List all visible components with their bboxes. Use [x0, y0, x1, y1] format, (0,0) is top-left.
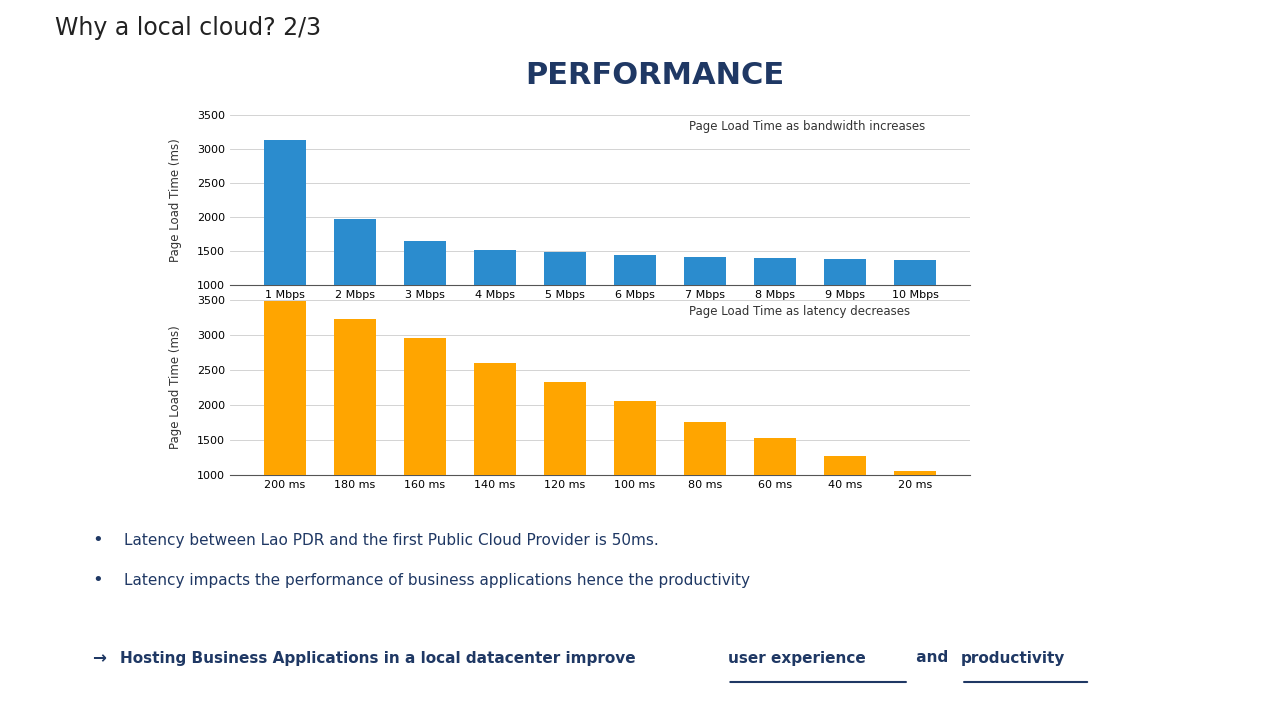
Text: and: and [911, 650, 954, 665]
Bar [895, 471, 937, 545]
Text: user experience: user experience [727, 650, 865, 665]
Text: •: • [92, 531, 104, 549]
Bar [684, 257, 726, 353]
Bar [544, 382, 586, 545]
Text: →: → [92, 649, 106, 667]
Text: Page Load Time (ms): Page Load Time (ms) [169, 325, 182, 449]
Text: Hosting Business Applications in a local datacenter improve: Hosting Business Applications in a local… [120, 650, 641, 665]
Text: Page Load Time (ms): Page Load Time (ms) [169, 138, 182, 262]
Bar [264, 302, 306, 545]
Text: PERFORMANCE: PERFORMANCE [525, 61, 785, 91]
Bar [824, 456, 867, 545]
Bar [614, 255, 657, 353]
Bar [754, 258, 796, 353]
Bar [684, 422, 726, 545]
Text: •: • [92, 571, 104, 589]
Bar [264, 140, 306, 353]
Bar [824, 259, 867, 353]
Text: Latency between Lao PDR and the first Public Cloud Provider is 50ms.: Latency between Lao PDR and the first Pu… [124, 533, 658, 547]
Text: Why a local cloud? 2/3: Why a local cloud? 2/3 [55, 16, 321, 40]
Bar [334, 219, 376, 353]
Bar [474, 363, 516, 545]
Text: productivity: productivity [961, 650, 1066, 665]
Bar [474, 250, 516, 353]
Bar [544, 253, 586, 353]
Bar [334, 319, 376, 545]
Bar [754, 438, 796, 545]
Bar [895, 260, 937, 353]
Text: Page Load Time as latency decreases: Page Load Time as latency decreases [689, 305, 910, 318]
Bar [403, 240, 445, 353]
Text: Page Load Time as bandwidth increases: Page Load Time as bandwidth increases [689, 120, 925, 133]
Text: GDMS: GDMS [10, 655, 19, 684]
Bar [614, 401, 657, 545]
Bar [403, 338, 445, 545]
Text: Latency impacts the performance of business applications hence the productivity: Latency impacts the performance of busin… [124, 572, 750, 588]
